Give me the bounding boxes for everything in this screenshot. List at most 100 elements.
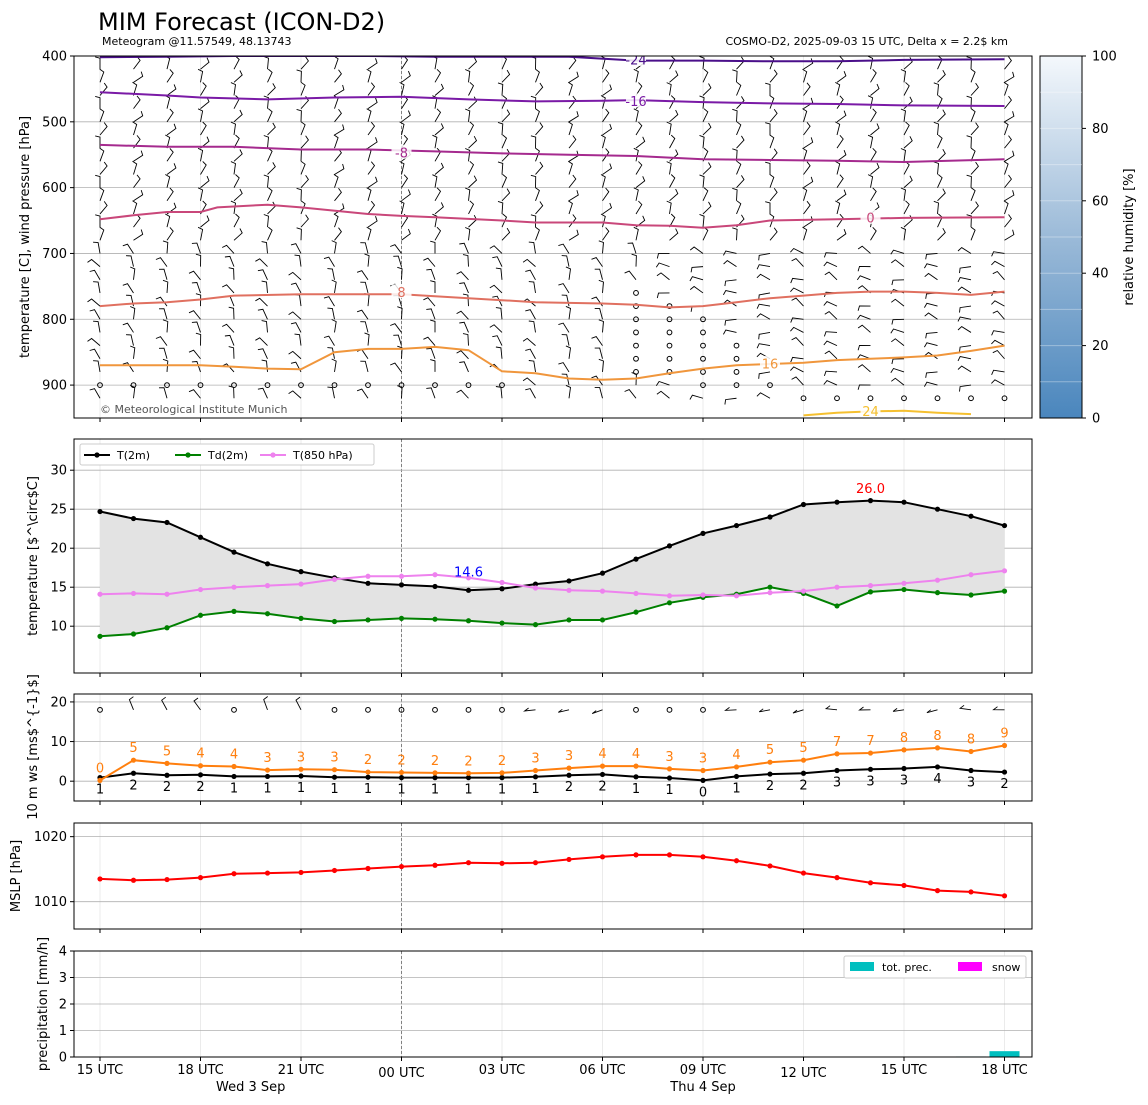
chart-title: MIM Forecast (ICON-D2) [98, 8, 385, 36]
wind-barb [200, 175, 210, 188]
wind-barb [803, 216, 814, 228]
data-point [164, 519, 170, 526]
calm-wind-marker [968, 395, 974, 402]
wind-barb [769, 227, 778, 241]
wind-barb [468, 56, 478, 70]
wind-barb [233, 109, 243, 123]
wind-barb [122, 362, 134, 373]
wind-barb [1004, 174, 1012, 188]
wind-value-label: 4 [632, 747, 640, 762]
mslp-panel: 1010 1020 MSLP [hPa] [9, 822, 1033, 930]
precipitation-ylabel: precipitation [mm/h] [36, 937, 51, 1071]
data-point [432, 770, 438, 776]
wind-value-label: 4 [598, 747, 606, 762]
calm-wind-marker [733, 382, 740, 388]
data-point [264, 611, 271, 617]
wind-barb [602, 163, 613, 175]
wind-barb [836, 135, 844, 149]
wind-barb [125, 255, 134, 267]
wind-value-label: 3 [263, 751, 271, 766]
wind-barb [158, 387, 168, 399]
wind-barb [669, 70, 679, 83]
wind-value-label: 2 [163, 780, 171, 795]
data-point [231, 773, 237, 780]
legend-box [79, 443, 375, 466]
data-point [666, 852, 673, 858]
wind-barb [132, 200, 138, 215]
wind-barb [360, 281, 369, 294]
data-point [264, 583, 271, 589]
isotherm-line [99, 56, 1005, 63]
data-point [398, 775, 405, 781]
wind-barb [891, 318, 905, 325]
wind-barb [970, 68, 976, 83]
wind-barb [958, 704, 972, 711]
temperature-annotations: 26.0 14.6 [454, 482, 885, 580]
data-point [1001, 742, 1008, 749]
wind-barb [565, 345, 571, 359]
data-point [1001, 769, 1008, 775]
wind-barb [255, 337, 268, 346]
isotherm-label: 0 [866, 211, 874, 226]
wind-barb [857, 384, 871, 390]
calm-wind-marker [733, 355, 740, 362]
wind-barb [456, 271, 469, 281]
data-point [800, 501, 807, 508]
wind-barb [492, 256, 503, 267]
temperature-annotation: 26.0 [856, 482, 885, 497]
wind-barb [835, 121, 841, 136]
wind-barb [957, 276, 972, 283]
wind-barb [530, 174, 537, 188]
wind-value-label: 3 [330, 751, 338, 766]
data-point [365, 774, 371, 780]
wind-barb [423, 257, 436, 267]
wind-barb [166, 123, 177, 136]
wind-barb [401, 56, 409, 70]
wind-barb [970, 226, 976, 241]
wind-barb [397, 345, 403, 359]
calm-wind-marker [465, 382, 472, 388]
wind-barb [736, 81, 742, 96]
wind-value-label: 2 [565, 780, 573, 795]
wind-barb [300, 175, 309, 188]
wind-barb [432, 213, 438, 228]
wind-barb [937, 174, 943, 188]
wind-barb [836, 229, 847, 241]
wind-barb [525, 348, 536, 359]
wind-barb [732, 187, 738, 201]
data-point [633, 609, 639, 615]
wind-barb [399, 161, 405, 175]
wind-barb [656, 292, 670, 299]
y-tick-label: 30 [50, 464, 67, 479]
wind-barb [803, 200, 811, 215]
calm-wind-marker [130, 382, 137, 388]
wind-barb [568, 71, 579, 83]
colorbar-tick-label: 100 [1092, 50, 1117, 65]
data-point [566, 772, 572, 778]
wind-barb [926, 709, 938, 714]
data-point [599, 854, 606, 860]
wind-value-label: 1 [364, 782, 372, 797]
wind-barb [991, 260, 1005, 268]
wind-barb [459, 242, 469, 254]
wind-barb [99, 201, 108, 215]
data-point [767, 759, 773, 765]
wind-barb [790, 326, 804, 333]
calm-wind-marker [499, 382, 505, 388]
data-point [231, 584, 237, 590]
data-point [633, 852, 639, 858]
wind-barb [891, 338, 905, 346]
wind-barb [360, 360, 369, 373]
time-axis: 15 UTC 18 UTC 21 UTC 00 UTC 03 UTC 06 UTC 09 U… [77, 418, 1028, 1095]
wind-barb [823, 301, 838, 307]
humidity-colorbar: 0 20 40 60 80 100 relative humidity [%] [1039, 50, 1137, 427]
wind-barb [367, 137, 378, 149]
wind-barb [430, 359, 436, 372]
wind-barb [191, 282, 201, 294]
wind-barb [769, 134, 775, 149]
data-point [633, 763, 639, 769]
data-point [700, 854, 706, 860]
wind-value-label: 5 [129, 741, 137, 756]
wind-barb [558, 243, 570, 254]
wind-barb [568, 190, 579, 202]
